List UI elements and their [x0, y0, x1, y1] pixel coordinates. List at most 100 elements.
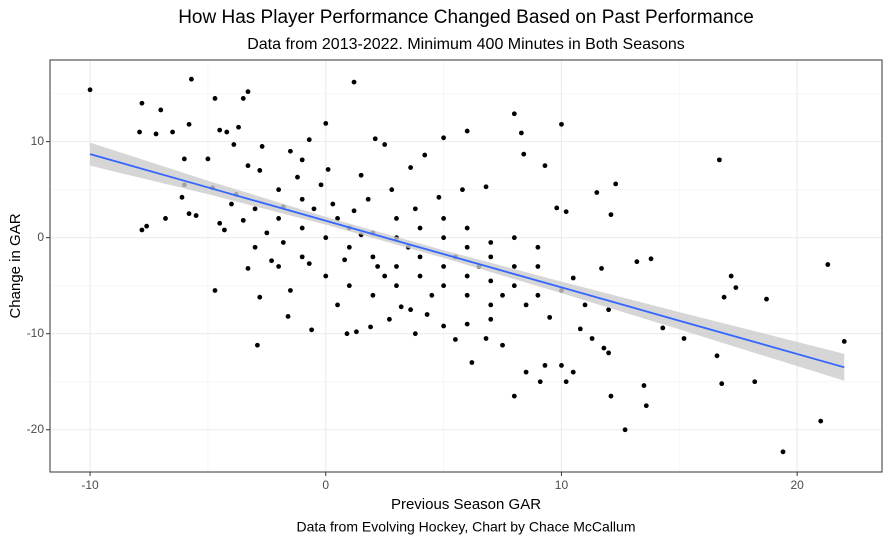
point	[716, 157, 722, 163]
point	[153, 131, 159, 137]
point	[523, 369, 529, 375]
point	[464, 128, 470, 134]
point	[606, 307, 611, 313]
point	[511, 283, 517, 289]
point	[488, 278, 494, 284]
point	[841, 338, 847, 344]
point	[570, 369, 576, 375]
point	[464, 292, 470, 298]
point	[354, 329, 359, 335]
point	[780, 449, 786, 455]
point	[577, 326, 583, 332]
point	[259, 144, 265, 149]
point	[181, 156, 187, 162]
point	[608, 393, 614, 399]
point	[634, 259, 640, 265]
point	[389, 187, 395, 193]
point	[394, 264, 399, 269]
y-tick-label: -20	[27, 422, 45, 436]
y-tick-label: 0	[37, 230, 44, 244]
point	[582, 302, 588, 308]
point	[255, 342, 260, 348]
point	[488, 240, 494, 245]
point	[358, 172, 364, 178]
point	[483, 184, 489, 190]
point	[335, 216, 340, 221]
point	[521, 151, 527, 157]
point	[170, 129, 175, 135]
point	[217, 220, 223, 226]
point	[464, 244, 470, 250]
point	[417, 254, 423, 260]
trend-line	[89, 153, 845, 369]
point	[382, 142, 388, 147]
point	[394, 283, 399, 289]
point	[733, 285, 739, 291]
point	[323, 120, 329, 126]
point	[643, 403, 649, 409]
point	[245, 89, 251, 95]
point	[295, 174, 300, 180]
point	[330, 201, 336, 207]
point	[469, 360, 475, 365]
x-tick-label: -10	[81, 478, 99, 492]
point	[87, 87, 93, 93]
point	[613, 181, 619, 187]
point	[599, 266, 604, 271]
point	[554, 205, 560, 211]
point	[240, 217, 246, 223]
point	[483, 336, 489, 341]
point	[408, 165, 414, 170]
point	[370, 254, 376, 260]
point	[276, 264, 282, 269]
point	[721, 294, 727, 300]
caption: Data from Evolving Hockey, Chart by Chac…	[297, 519, 636, 535]
point	[179, 194, 185, 200]
point	[412, 206, 418, 212]
point	[193, 213, 199, 218]
point	[139, 100, 145, 106]
point	[441, 216, 447, 221]
point	[464, 273, 470, 279]
point	[370, 292, 376, 298]
point	[306, 261, 312, 266]
point	[542, 362, 548, 368]
point	[559, 362, 564, 368]
point	[212, 288, 218, 293]
point	[441, 135, 447, 141]
chart-title: How Has Player Performance Changed Based…	[178, 7, 754, 28]
point	[622, 427, 628, 433]
point	[764, 296, 769, 302]
point	[344, 331, 350, 337]
point	[368, 324, 373, 330]
point	[464, 321, 470, 327]
point	[542, 163, 548, 169]
point	[276, 187, 282, 193]
point	[488, 302, 494, 308]
point	[422, 152, 428, 158]
point	[648, 256, 654, 262]
point	[222, 227, 227, 233]
point	[559, 121, 564, 127]
x-tick-label: 10	[555, 478, 569, 492]
point	[189, 76, 194, 82]
point	[752, 379, 758, 385]
point	[424, 312, 430, 317]
point	[325, 167, 331, 172]
point	[285, 314, 291, 319]
point	[276, 216, 282, 221]
point	[460, 187, 465, 193]
point	[342, 257, 348, 263]
point	[299, 157, 305, 163]
point	[441, 323, 447, 329]
point	[280, 240, 286, 245]
point	[306, 137, 312, 143]
y-axis-label: Change in GAR	[7, 213, 24, 318]
point	[681, 336, 687, 341]
point	[714, 353, 720, 359]
point	[217, 127, 223, 133]
point	[205, 156, 211, 162]
point	[288, 288, 293, 293]
chart-subtitle: Data from 2013-2022. Minimum 400 Minutes…	[247, 36, 685, 53]
